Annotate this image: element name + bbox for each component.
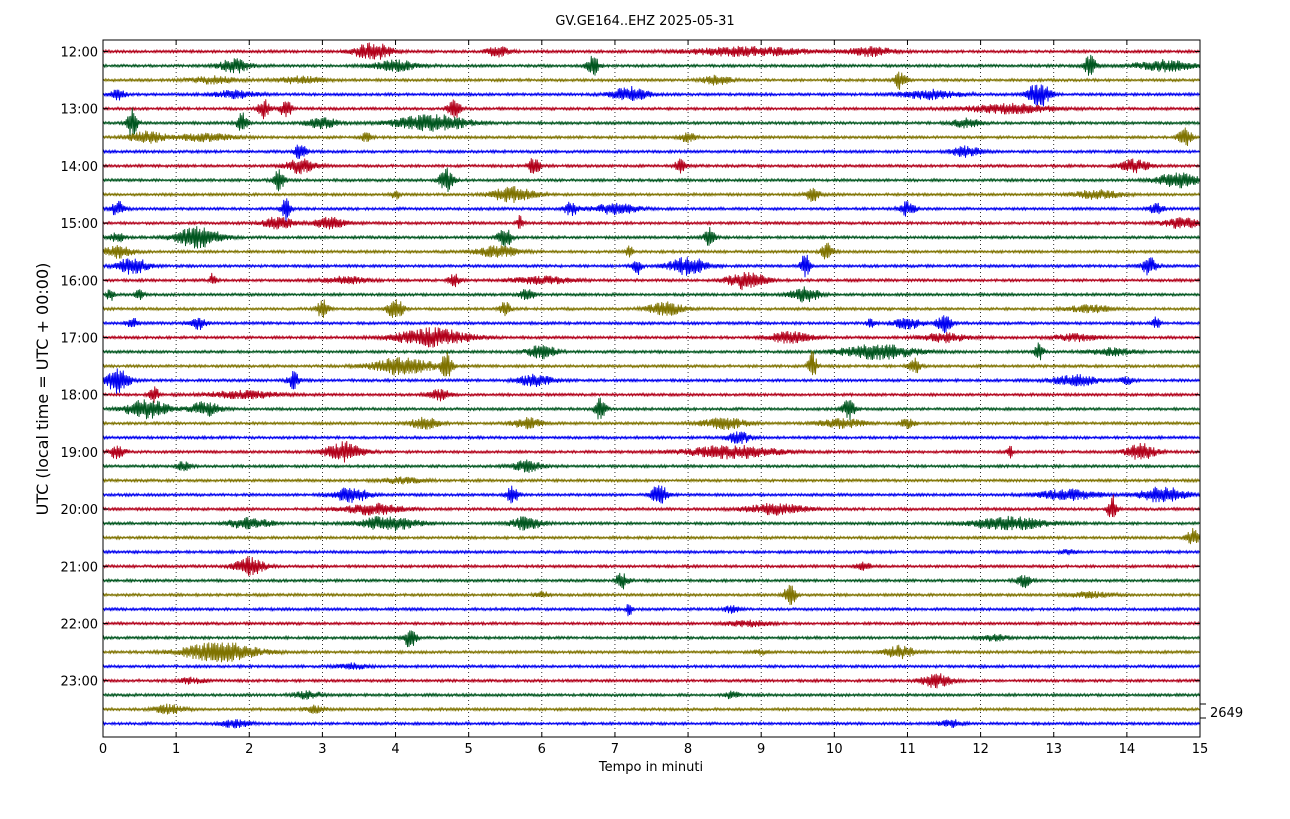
trace-line	[102, 368, 1200, 394]
x-tick-label: 8	[684, 742, 692, 757]
x-tick-label: 13	[1045, 742, 1062, 757]
trace-line	[102, 71, 1200, 90]
trace-line	[102, 42, 1200, 60]
trace-line	[102, 662, 1200, 670]
x-tick-label: 5	[465, 742, 473, 757]
trace-line	[102, 494, 1200, 518]
trace-line	[102, 515, 1200, 532]
y-tick-label: 17:00	[61, 332, 98, 347]
trace-line	[102, 416, 1200, 430]
trace-line	[102, 719, 1200, 729]
trace-line	[102, 342, 1200, 361]
trace-line	[102, 642, 1200, 663]
trace-line	[102, 350, 1200, 377]
x-tick-label: 6	[538, 742, 546, 757]
y-tick-label: 16:00	[61, 274, 98, 289]
x-tick-label: 11	[899, 742, 916, 757]
trace-line	[102, 299, 1200, 318]
trace-line	[102, 186, 1200, 203]
trace-line	[102, 158, 1200, 175]
trace-line	[102, 630, 1200, 648]
trace-line	[102, 604, 1200, 617]
trace-line	[102, 214, 1200, 230]
seismogram-traces	[102, 42, 1200, 729]
vertical-grid	[175, 40, 1128, 737]
y-tick-label: 23:00	[61, 675, 98, 690]
trace-line	[102, 441, 1200, 463]
trace-line	[102, 242, 1200, 260]
trace-line	[102, 167, 1200, 193]
x-tick-label: 9	[757, 742, 765, 757]
trace-line	[102, 690, 1200, 700]
trace-line	[102, 327, 1200, 348]
trace-line	[102, 198, 1200, 223]
amplitude-scale-bar: 2649	[1199, 703, 1243, 721]
x-tick-label: 14	[1119, 742, 1136, 757]
x-tick-label: 4	[391, 742, 399, 757]
x-tick-label: 7	[611, 742, 619, 757]
trace-line	[102, 556, 1200, 576]
trace-line	[102, 99, 1200, 120]
y-tick-label: 19:00	[61, 446, 98, 461]
x-tick-label: 0	[99, 742, 107, 757]
trace-line	[102, 431, 1200, 444]
trace-line	[102, 127, 1200, 147]
y-tick-label: 14:00	[61, 160, 98, 175]
trace-line	[102, 572, 1200, 590]
trace-line	[102, 226, 1200, 249]
trace-line	[102, 107, 1200, 136]
trace-line	[102, 84, 1200, 107]
trace-line	[102, 485, 1200, 504]
trace-line	[102, 548, 1200, 556]
y-tick-label: 18:00	[61, 389, 98, 404]
y-axis-ticks: 12:00 13:00 14:00 15:00 16:00 17:00 18:00 19:00…	[61, 46, 1200, 690]
x-tick-label: 1	[172, 742, 180, 757]
y-tick-label: 13:00	[61, 103, 98, 118]
x-tick-label: 12	[972, 742, 989, 757]
scale-label: 2649	[1210, 706, 1243, 721]
trace-line	[102, 286, 1200, 303]
trace-line	[102, 386, 1200, 404]
trace-line	[102, 619, 1200, 628]
plot-frame	[102, 39, 1201, 738]
trace-line	[102, 54, 1200, 76]
x-axis-label: Tempo in minuti	[598, 760, 703, 775]
trace-line	[102, 271, 1200, 291]
trace-line	[102, 459, 1200, 473]
trace-line	[102, 703, 1200, 715]
trace-line	[102, 315, 1200, 334]
trace-line	[102, 144, 1200, 159]
x-tick-label: 15	[1192, 742, 1209, 757]
trace-line	[102, 528, 1200, 545]
y-axis-label: UTC (local time = UTC + 00:00)	[33, 263, 52, 516]
x-tick-label: 10	[826, 742, 843, 757]
trace-line	[102, 476, 1200, 485]
y-tick-label: 22:00	[61, 618, 98, 633]
y-tick-label: 15:00	[61, 217, 98, 232]
y-tick-label: 20:00	[61, 503, 98, 518]
trace-line	[102, 254, 1200, 278]
trace-line	[102, 673, 1200, 689]
y-tick-label: 12:00	[61, 46, 98, 61]
x-axis-ticks: 0 1 2 3 4 5 6 7 8 9 10 11 12 13 14 15	[99, 40, 1208, 757]
x-tick-label: 2	[245, 742, 253, 757]
y-tick-label: 21:00	[61, 560, 98, 575]
chart-title: GV.GE164..EHZ 2025-05-31	[555, 14, 734, 29]
trace-line	[102, 584, 1200, 606]
trace-line	[102, 397, 1200, 421]
x-tick-label: 3	[318, 742, 326, 757]
